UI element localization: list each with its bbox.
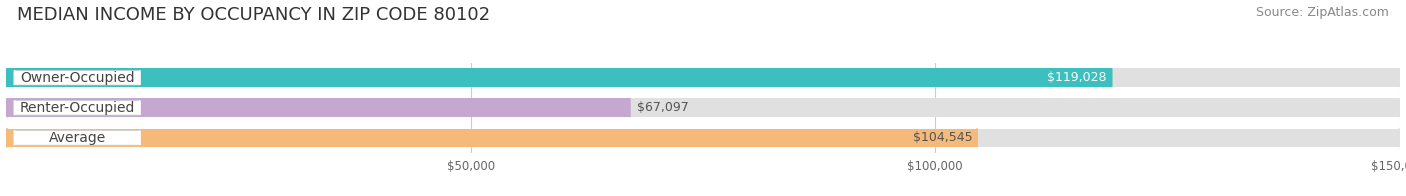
Bar <box>7 98 1399 117</box>
Bar <box>7 98 630 117</box>
Bar <box>7 129 1399 147</box>
Text: Average: Average <box>48 131 105 145</box>
FancyBboxPatch shape <box>14 101 139 115</box>
Text: $67,097: $67,097 <box>637 101 689 114</box>
Text: MEDIAN INCOME BY OCCUPANCY IN ZIP CODE 80102: MEDIAN INCOME BY OCCUPANCY IN ZIP CODE 8… <box>17 6 491 24</box>
Bar <box>7 68 1399 87</box>
Text: $104,545: $104,545 <box>912 131 973 144</box>
FancyBboxPatch shape <box>14 71 139 85</box>
Text: Renter-Occupied: Renter-Occupied <box>20 101 135 115</box>
Text: Source: ZipAtlas.com: Source: ZipAtlas.com <box>1256 6 1389 19</box>
Text: $119,028: $119,028 <box>1047 71 1107 84</box>
Bar <box>7 68 1112 87</box>
FancyBboxPatch shape <box>14 131 139 145</box>
Bar <box>7 129 977 147</box>
Text: Owner-Occupied: Owner-Occupied <box>20 71 135 85</box>
